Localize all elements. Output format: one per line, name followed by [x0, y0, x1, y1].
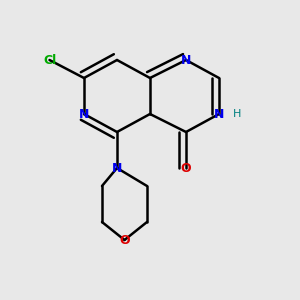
Text: N: N: [181, 53, 191, 67]
Text: O: O: [181, 161, 191, 175]
Text: O: O: [119, 233, 130, 247]
Text: H: H: [232, 109, 241, 119]
Text: N: N: [79, 107, 89, 121]
Text: N: N: [214, 107, 224, 121]
Text: Cl: Cl: [43, 53, 56, 67]
Text: N: N: [112, 161, 122, 175]
